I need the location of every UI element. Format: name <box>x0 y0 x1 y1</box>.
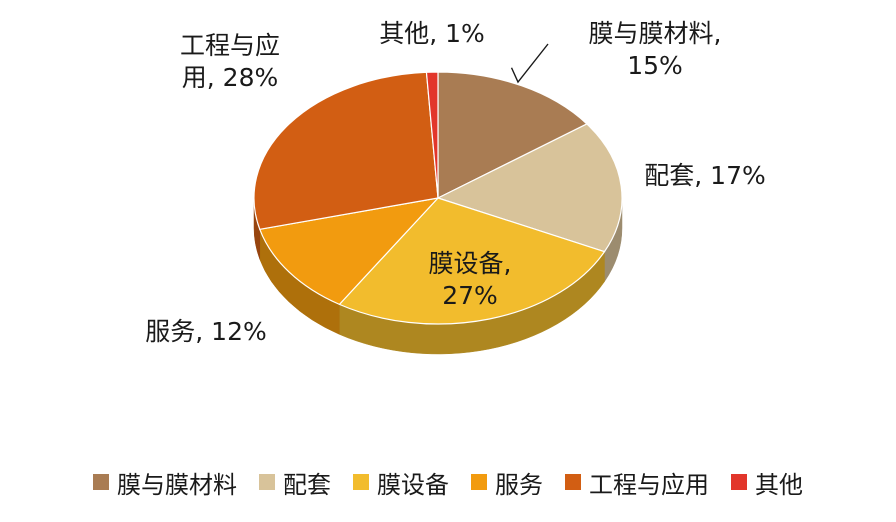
leader-line-mem-material <box>510 43 549 84</box>
chart-legend: 膜与膜材料 配套 膜设备 服务 工程与应用 其他 <box>0 462 896 502</box>
pie-slice-5 <box>253 71 439 230</box>
data-label-line: 27% <box>442 281 498 310</box>
data-label-line: 其他, 1% <box>379 19 485 48</box>
pie-slice-2 <box>437 123 623 253</box>
data-label-line: 膜与膜材料, <box>589 19 722 48</box>
pie-slice-4 <box>259 197 439 305</box>
data-label-1: 膜与膜材料, 15% <box>589 19 722 80</box>
data-label-line: 服务, 12% <box>145 317 266 346</box>
legend-swatch <box>353 474 369 490</box>
pie-slices <box>253 71 623 325</box>
data-label-5: 工程与应用, 28% <box>180 31 280 92</box>
data-label-line: 工程与应 <box>180 31 280 60</box>
legend-label: 膜设备 <box>377 470 449 499</box>
legend-item-3: 膜设备 <box>353 465 449 500</box>
legend-item-6: 其他 <box>731 465 803 500</box>
data-label-line: 配套, 17% <box>644 161 765 190</box>
legend-swatch <box>93 474 109 490</box>
pie-slice-1 <box>437 71 588 199</box>
legend-label: 膜与膜材料 <box>117 470 237 499</box>
pie-slice-3 <box>338 197 606 325</box>
legend-label: 服务 <box>495 470 543 499</box>
legend-item-4: 服务 <box>471 465 543 500</box>
legend-item-5: 工程与应用 <box>565 465 709 500</box>
legend-swatch <box>731 474 747 490</box>
data-label-6: 其他, 1% <box>379 19 485 48</box>
legend-item-1: 膜与膜材料 <box>93 465 237 500</box>
legend-label: 其他 <box>755 470 803 499</box>
data-label-line: 用, 28% <box>182 63 278 92</box>
pie-slice-6 <box>425 71 439 199</box>
pie-side-walls <box>253 197 623 355</box>
data-label-line: 15% <box>627 51 683 80</box>
data-label-2: 配套, 17% <box>644 161 765 190</box>
data-label-3: 膜设备, 27% <box>429 249 512 310</box>
data-label-line: 膜设备, <box>429 249 512 278</box>
legend-item-2: 配套 <box>259 465 331 500</box>
data-label-4: 服务, 12% <box>145 317 266 346</box>
legend-label: 工程与应用 <box>589 470 709 499</box>
legend-swatch <box>565 474 581 490</box>
legend-swatch <box>259 474 275 490</box>
legend-swatch <box>471 474 487 490</box>
legend-label: 配套 <box>283 470 331 499</box>
